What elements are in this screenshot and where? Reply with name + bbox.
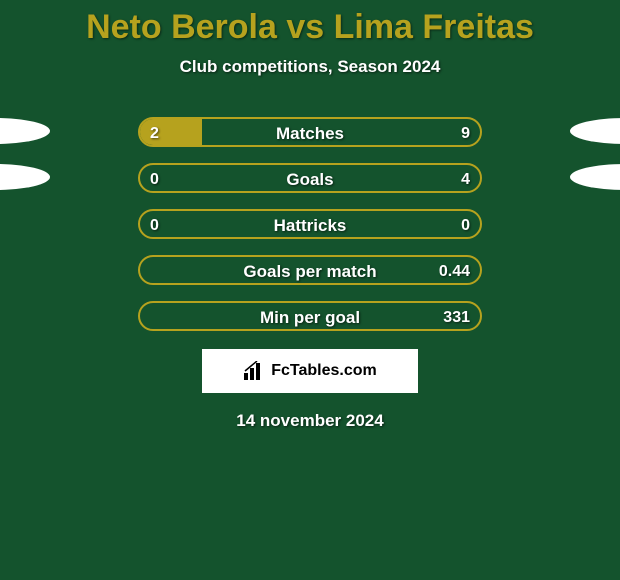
value-right: 0 — [461, 211, 470, 239]
stat-label: Goals per match — [140, 257, 480, 285]
stat-row-hattricks: 0 Hattricks 0 — [70, 209, 550, 239]
bar-track: 0 Goals 4 — [138, 163, 482, 193]
page-title: Neto Berola vs Lima Freitas — [0, 0, 620, 47]
stat-label: Hattricks — [140, 211, 480, 239]
bar-track: 2 Matches 9 — [138, 117, 482, 147]
value-left: 0 — [150, 211, 159, 239]
stat-label: Goals — [140, 165, 480, 193]
stat-row-goals: 0 Goals 4 — [70, 163, 550, 193]
player-right-logo — [570, 118, 620, 144]
value-left: 0 — [150, 165, 159, 193]
stat-label: Min per goal — [140, 303, 480, 331]
value-right: 4 — [461, 165, 470, 193]
bar-track: Goals per match 0.44 — [138, 255, 482, 285]
bar-track: Min per goal 331 — [138, 301, 482, 331]
stats-chart: 2 Matches 9 0 Goals 4 0 Hattri — [0, 117, 620, 331]
brand-box: FcTables.com — [202, 349, 418, 393]
subtitle: Club competitions, Season 2024 — [0, 57, 620, 77]
value-left: 2 — [150, 119, 159, 147]
chart-container: Neto Berola vs Lima Freitas Club competi… — [0, 0, 620, 580]
value-right: 0.44 — [439, 257, 470, 285]
brand-text: FcTables.com — [271, 362, 377, 380]
bar-chart-icon — [243, 361, 265, 381]
date-text: 14 november 2024 — [0, 411, 620, 431]
value-right: 331 — [443, 303, 470, 331]
player-left-logo — [0, 164, 50, 190]
stat-row-matches: 2 Matches 9 — [70, 117, 550, 147]
player-left-logo — [0, 118, 50, 144]
stat-row-min-per-goal: Min per goal 331 — [70, 301, 550, 331]
value-right: 9 — [461, 119, 470, 147]
stat-row-goals-per-match: Goals per match 0.44 — [70, 255, 550, 285]
bar-track: 0 Hattricks 0 — [138, 209, 482, 239]
player-right-logo — [570, 164, 620, 190]
